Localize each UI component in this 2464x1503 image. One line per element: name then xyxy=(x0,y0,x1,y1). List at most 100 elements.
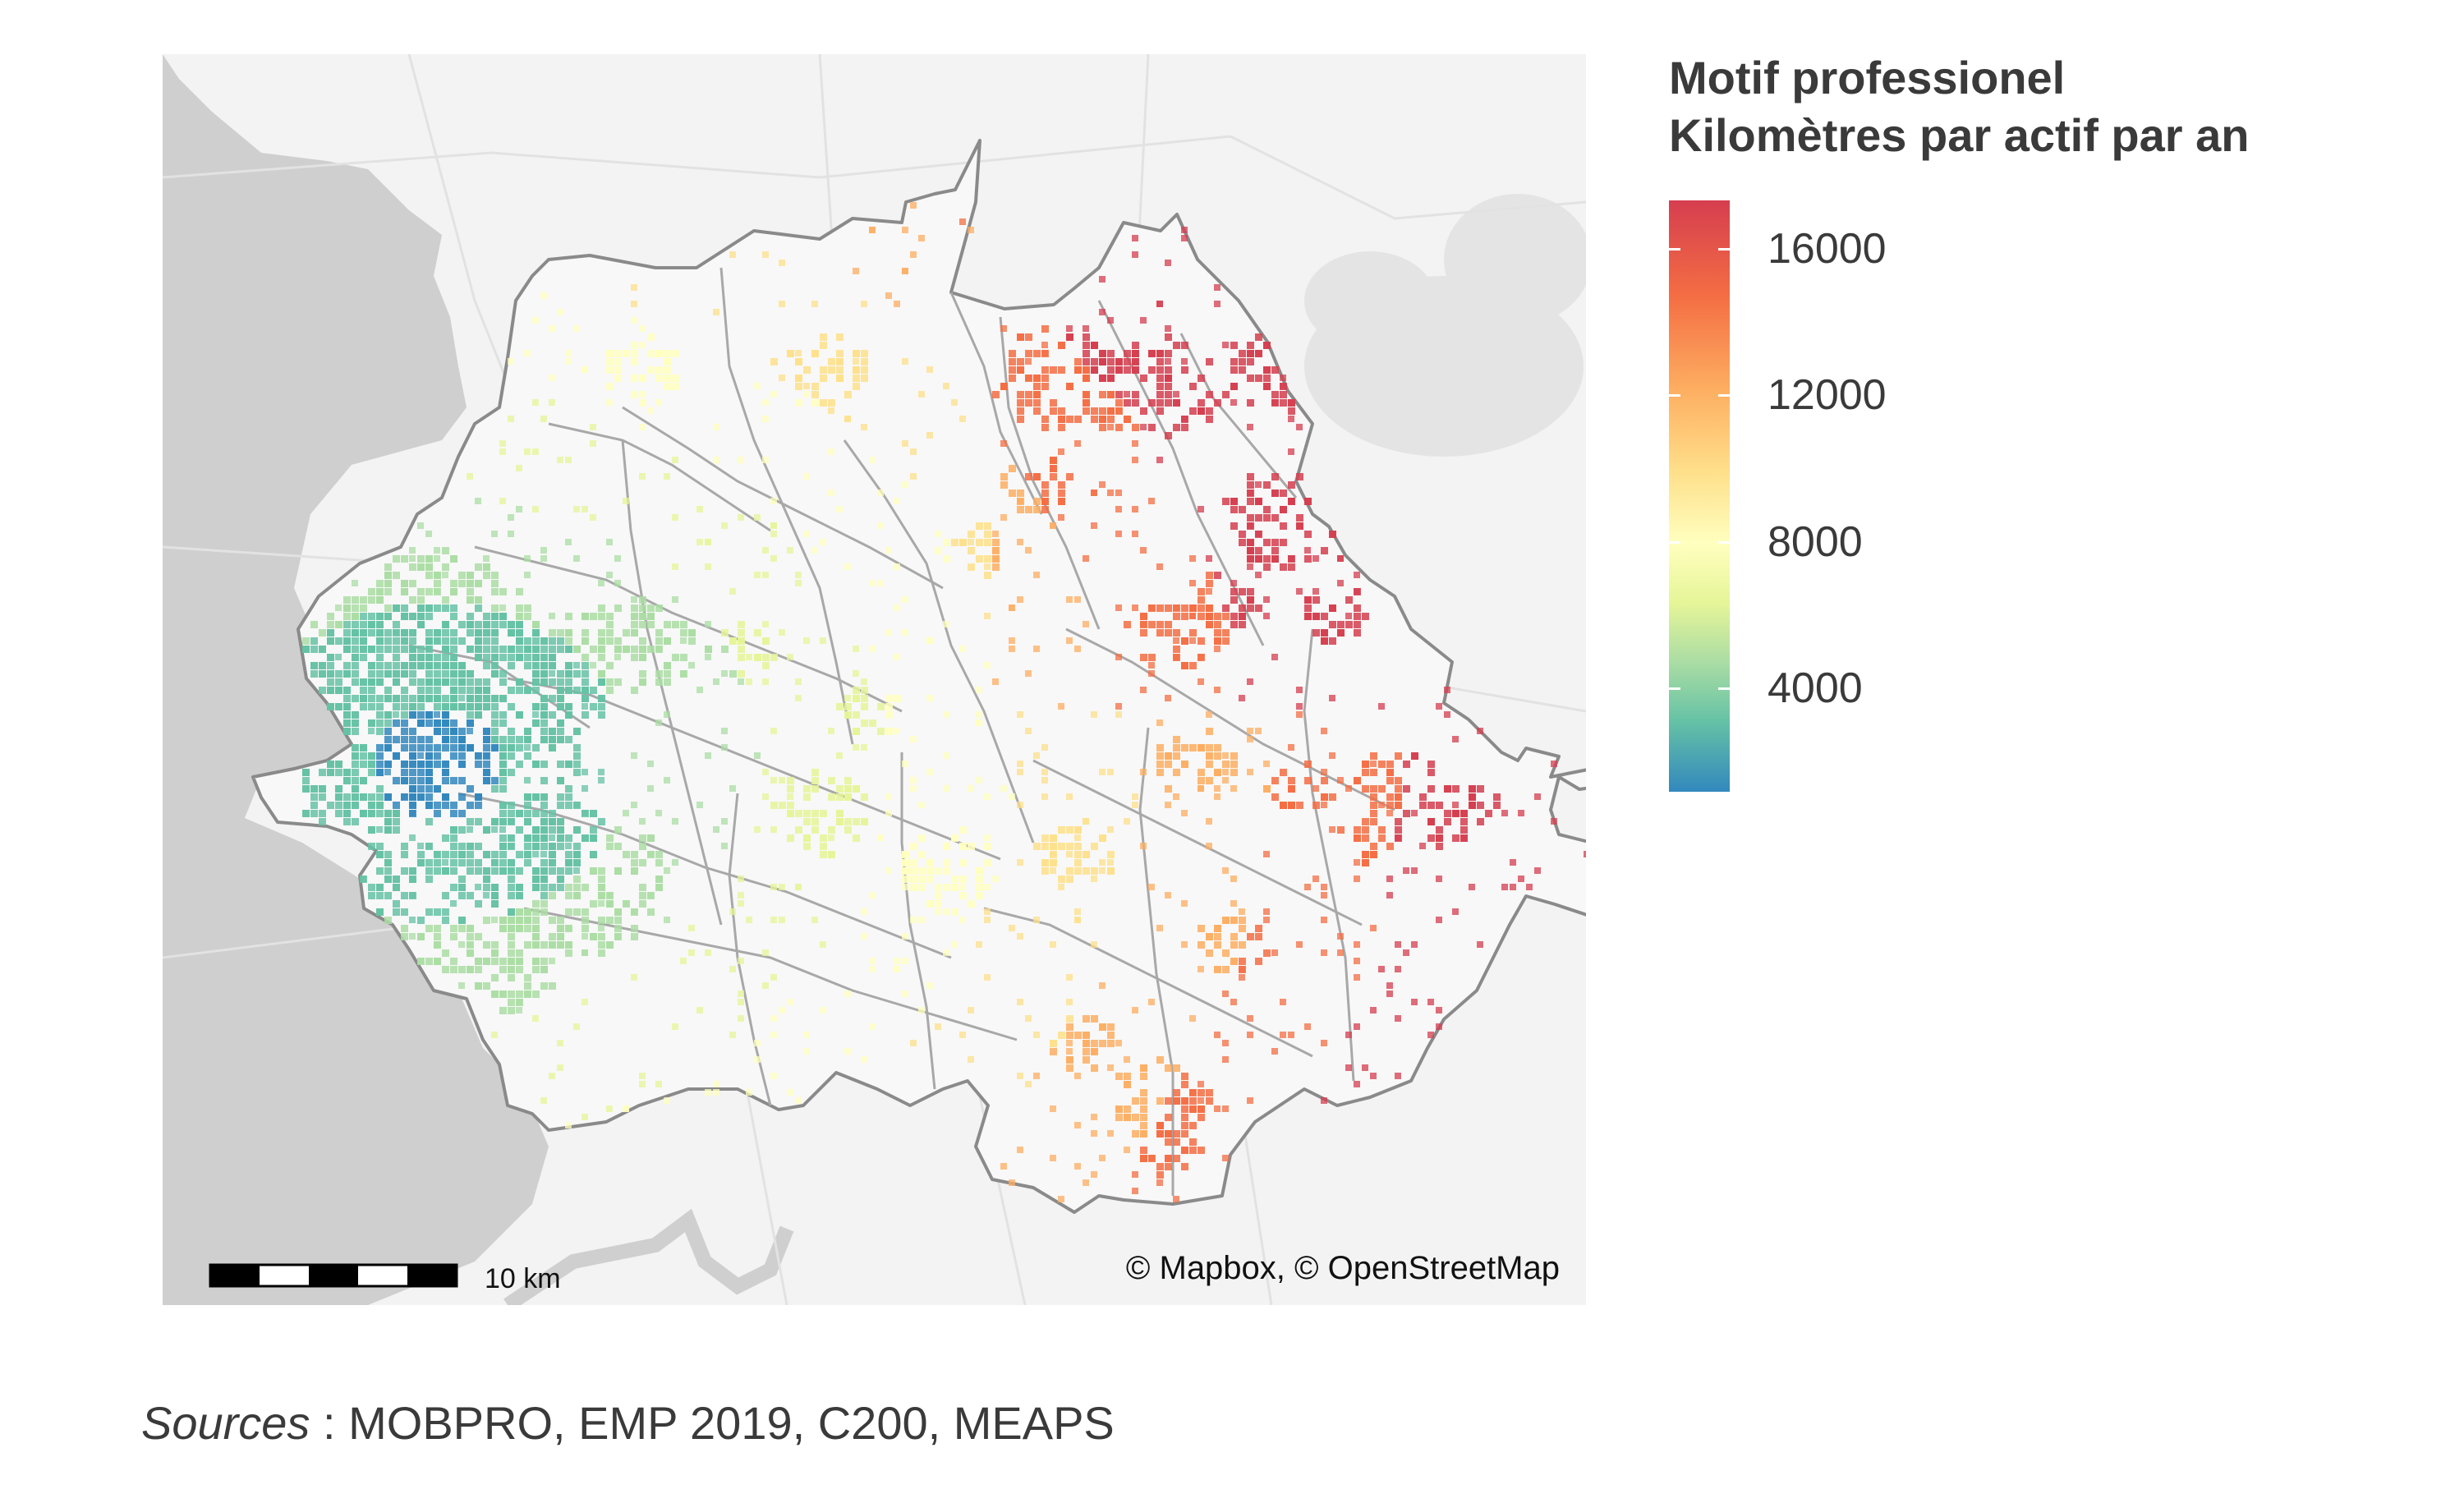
density-cell xyxy=(425,555,433,563)
density-cell xyxy=(442,621,449,628)
density-cell xyxy=(549,646,556,653)
density-cell xyxy=(1009,604,1015,611)
density-cell xyxy=(935,867,942,875)
density-cell xyxy=(360,654,367,661)
density-cell xyxy=(598,695,605,702)
density-cell xyxy=(1271,473,1279,480)
density-cell xyxy=(959,884,966,890)
density-cell xyxy=(664,637,671,645)
density-cell xyxy=(787,834,794,842)
density-cell xyxy=(902,227,908,233)
density-cell xyxy=(1395,834,1401,841)
density-cell xyxy=(1214,793,1221,800)
density-cell xyxy=(951,941,958,948)
density-cell xyxy=(836,506,843,512)
density-cell xyxy=(425,572,433,579)
density-cell xyxy=(425,662,433,669)
density-cell xyxy=(779,884,785,890)
density-cell xyxy=(844,826,852,834)
density-cell xyxy=(549,728,556,735)
density-cell xyxy=(368,678,375,686)
density-cell xyxy=(918,1007,925,1013)
density-cell xyxy=(1041,769,1048,775)
density-cell xyxy=(352,580,358,586)
density-cell xyxy=(565,884,572,891)
density-cell xyxy=(631,851,638,858)
density-cell xyxy=(1099,391,1106,398)
density-cell xyxy=(1386,802,1394,809)
density-cell xyxy=(918,391,925,398)
density-cell xyxy=(475,621,482,628)
density-cell xyxy=(795,383,802,390)
density-cell xyxy=(1033,498,1041,505)
density-cell xyxy=(828,358,835,365)
map-panel[interactable]: © Mapbox, © OpenStreetMap 10 km xyxy=(163,54,1586,1305)
density-cell xyxy=(1354,604,1361,612)
density-cell xyxy=(1066,1023,1073,1031)
density-cell xyxy=(1099,1040,1106,1047)
density-cell xyxy=(450,777,457,784)
density-cell xyxy=(1165,1064,1172,1072)
density-cell xyxy=(861,719,868,727)
density-cell xyxy=(1000,1163,1007,1170)
density-cell xyxy=(1230,580,1237,586)
density-cell xyxy=(1206,391,1213,398)
density-cell xyxy=(524,572,531,578)
density-cell xyxy=(1066,1048,1073,1055)
density-cell xyxy=(606,399,613,406)
density-cell xyxy=(1427,999,1434,1005)
density-cell xyxy=(1271,399,1278,406)
density-cell xyxy=(861,933,867,940)
density-cell xyxy=(894,498,900,504)
density-cell xyxy=(869,892,876,899)
density-cell xyxy=(409,736,416,743)
density-cell xyxy=(549,917,556,924)
density-cell xyxy=(639,654,646,661)
density-cell xyxy=(770,1073,777,1079)
density-cell xyxy=(1189,580,1196,586)
density-cell xyxy=(467,843,474,850)
density-cell xyxy=(976,777,982,784)
density-cell xyxy=(590,613,597,620)
density-cell xyxy=(1222,1056,1229,1063)
density-cell xyxy=(943,949,949,956)
density-cell xyxy=(1017,596,1023,603)
density-cell xyxy=(1165,260,1171,266)
density-cell xyxy=(1354,826,1361,834)
density-cell xyxy=(770,917,777,923)
density-cell xyxy=(853,834,860,842)
density-cell xyxy=(1017,407,1024,415)
density-cell xyxy=(877,703,885,710)
density-cell xyxy=(1370,843,1377,850)
density-cell xyxy=(1009,465,1016,472)
density-cell xyxy=(894,604,900,611)
density-cell xyxy=(1091,711,1097,718)
density-cell xyxy=(368,695,375,702)
density-cell xyxy=(1460,826,1468,834)
density-cell xyxy=(319,793,326,801)
density-cell xyxy=(1288,802,1294,808)
map-canvas[interactable] xyxy=(163,54,1586,1305)
density-cell xyxy=(1041,481,1049,489)
density-cell xyxy=(565,843,572,849)
density-cell xyxy=(655,859,663,866)
study-area-boundary[interactable] xyxy=(251,139,1586,1214)
density-cell xyxy=(1222,917,1230,924)
density-cell xyxy=(508,662,515,669)
density-cell xyxy=(327,621,334,628)
density-cell xyxy=(614,358,622,365)
density-cell xyxy=(393,908,400,916)
density-cell xyxy=(721,728,728,734)
density-cell xyxy=(409,876,416,883)
density-cell xyxy=(540,695,548,702)
density-cell xyxy=(475,629,482,637)
density-cell xyxy=(1222,1155,1229,1161)
density-cell xyxy=(959,917,966,923)
density-cell xyxy=(606,892,613,899)
density-cell xyxy=(343,703,351,710)
density-cell xyxy=(368,884,375,891)
density-cell xyxy=(434,925,441,932)
density-cell xyxy=(959,843,966,849)
density-cell xyxy=(1395,818,1402,825)
density-cell xyxy=(590,703,597,710)
